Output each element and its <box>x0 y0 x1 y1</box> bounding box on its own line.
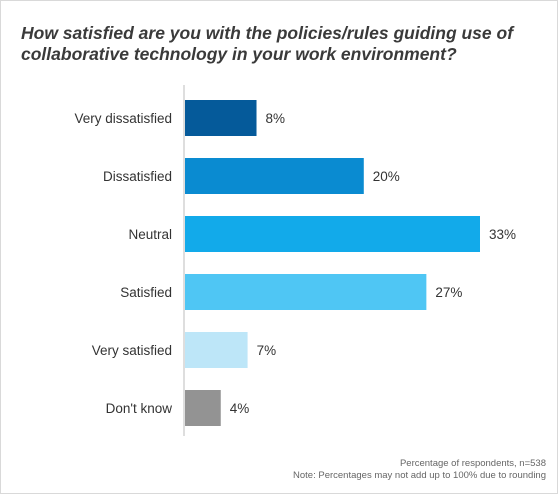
bar-5 <box>185 390 221 426</box>
rounding-note: Note: Percentages may not add up to 100%… <box>293 470 546 481</box>
value-label: 8% <box>266 111 286 126</box>
bar-4 <box>185 332 248 368</box>
value-label: 20% <box>373 169 400 184</box>
bars-layer: Very dissatisfied 8% Dissatisfied 20% Neutra… <box>74 100 516 426</box>
bar-2 <box>185 216 480 252</box>
category-label: Don't know <box>106 401 173 416</box>
value-label: 27% <box>435 285 462 300</box>
value-label: 4% <box>230 401 250 416</box>
respondents-note: Percentage of respondents, n=538 <box>399 458 546 469</box>
chart-title: How satisfied are you with the policies/… <box>21 23 514 64</box>
value-label: 33% <box>489 227 516 242</box>
category-label: Dissatisfied <box>103 169 172 184</box>
category-label: Neutral <box>128 227 172 242</box>
bar-3 <box>185 274 427 310</box>
bar-1 <box>185 158 364 194</box>
category-label: Very satisfied <box>92 343 172 358</box>
value-label: 7% <box>257 343 277 358</box>
category-label: Satisfied <box>120 285 172 300</box>
bar-0 <box>185 100 257 136</box>
footnote: Percentage of respondents, n=538 Note: P… <box>293 458 546 482</box>
category-label: Very dissatisfied <box>74 111 172 126</box>
